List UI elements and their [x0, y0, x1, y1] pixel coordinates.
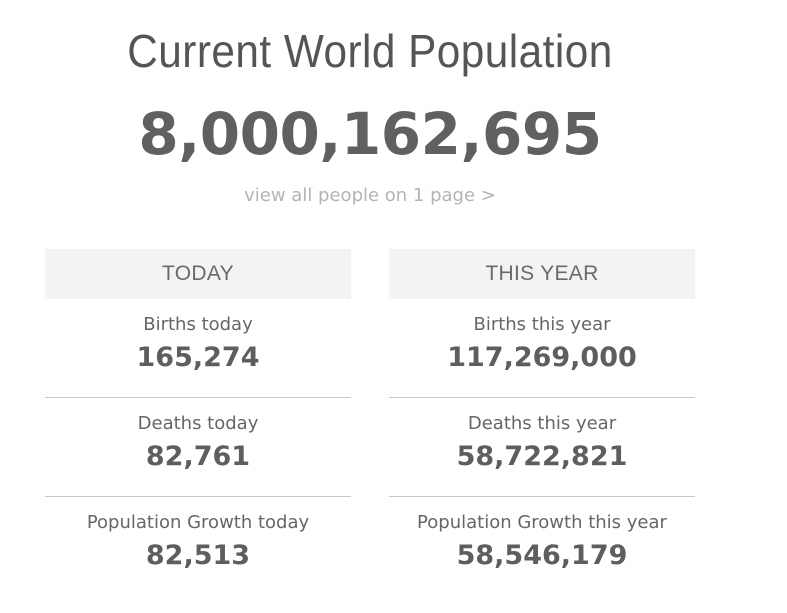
stat-label: Population Growth today: [86, 512, 310, 533]
deaths-this-year-stat: Deaths this year 58,722,821: [389, 398, 695, 497]
stat-value: 58,546,179: [456, 540, 628, 571]
stat-label: Births this year: [473, 314, 611, 335]
births-this-year-stat: Births this year 117,269,000: [389, 299, 695, 398]
stat-value: 58,722,821: [456, 441, 628, 472]
stat-label: Births today: [143, 314, 253, 335]
stat-label: Population Growth this year: [417, 512, 667, 533]
today-heading: TODAY: [45, 249, 351, 299]
stat-value: 165,274: [136, 342, 260, 373]
growth-this-year-stat: Population Growth this year 58,546,179: [389, 497, 695, 596]
today-panel: TODAY Births today 165,274 Deaths today …: [45, 249, 351, 596]
view-all-people-link[interactable]: view all people on 1 page >: [244, 185, 496, 206]
this-year-panel: THIS YEAR Births this year 117,269,000 D…: [389, 249, 695, 596]
this-year-heading: THIS YEAR: [389, 249, 695, 299]
births-today-stat: Births today 165,274: [45, 299, 351, 398]
stat-value: 82,513: [145, 540, 251, 571]
stat-value: 117,269,000: [447, 342, 637, 373]
world-population-counter: 8,000,162,695: [138, 100, 602, 168]
stat-label: Deaths this year: [467, 413, 617, 434]
deaths-today-stat: Deaths today 82,761: [45, 398, 351, 497]
growth-today-stat: Population Growth today 82,513: [45, 497, 351, 596]
page-title: Current World Population: [127, 25, 613, 77]
stat-value: 82,761: [145, 441, 251, 472]
stat-label: Deaths today: [137, 413, 259, 434]
